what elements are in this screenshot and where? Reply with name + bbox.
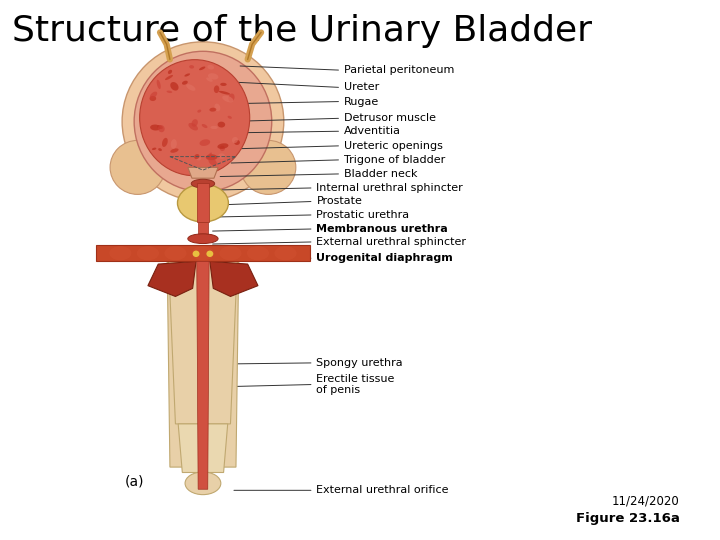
Ellipse shape xyxy=(210,126,217,129)
Ellipse shape xyxy=(182,80,188,85)
Polygon shape xyxy=(167,261,197,467)
Text: External urethral orifice: External urethral orifice xyxy=(317,485,449,495)
Ellipse shape xyxy=(186,84,196,91)
Ellipse shape xyxy=(220,246,241,260)
Ellipse shape xyxy=(192,246,214,260)
Text: (a): (a) xyxy=(125,475,144,489)
Ellipse shape xyxy=(222,96,233,103)
Ellipse shape xyxy=(193,251,199,257)
Ellipse shape xyxy=(171,148,179,153)
Text: Rugae: Rugae xyxy=(344,97,379,106)
Ellipse shape xyxy=(234,140,240,145)
Ellipse shape xyxy=(206,77,212,82)
Ellipse shape xyxy=(150,125,161,131)
Polygon shape xyxy=(148,261,196,296)
Text: Urogenital diaphragm: Urogenital diaphragm xyxy=(317,253,453,263)
Ellipse shape xyxy=(157,80,161,89)
Ellipse shape xyxy=(171,139,177,148)
Ellipse shape xyxy=(185,472,221,495)
Ellipse shape xyxy=(122,42,284,201)
Ellipse shape xyxy=(192,179,215,188)
Ellipse shape xyxy=(214,85,220,93)
Ellipse shape xyxy=(164,246,186,260)
Text: Erectile tissue
of penis: Erectile tissue of penis xyxy=(317,374,395,395)
Ellipse shape xyxy=(220,83,227,86)
Ellipse shape xyxy=(217,143,228,149)
Text: Parietal peritoneum: Parietal peritoneum xyxy=(344,65,454,75)
Text: Detrusor muscle: Detrusor muscle xyxy=(344,113,436,123)
Text: Ureteric openings: Ureteric openings xyxy=(344,141,443,151)
Ellipse shape xyxy=(228,116,232,119)
Ellipse shape xyxy=(134,51,271,192)
Ellipse shape xyxy=(215,104,220,111)
Ellipse shape xyxy=(208,73,218,79)
Ellipse shape xyxy=(232,137,238,143)
Ellipse shape xyxy=(192,119,198,127)
Text: Prostatic urethra: Prostatic urethra xyxy=(317,210,410,220)
Text: Bladder neck: Bladder neck xyxy=(344,169,418,179)
Ellipse shape xyxy=(158,148,162,151)
Ellipse shape xyxy=(170,82,179,91)
Ellipse shape xyxy=(218,153,225,159)
Ellipse shape xyxy=(166,91,172,93)
Polygon shape xyxy=(178,424,228,472)
Text: Membranous urethra: Membranous urethra xyxy=(317,224,449,234)
Ellipse shape xyxy=(199,66,205,70)
Ellipse shape xyxy=(184,73,190,77)
Ellipse shape xyxy=(157,125,163,129)
Ellipse shape xyxy=(162,138,168,147)
Ellipse shape xyxy=(168,70,172,74)
Ellipse shape xyxy=(165,75,173,80)
Polygon shape xyxy=(168,261,238,424)
Ellipse shape xyxy=(217,122,225,127)
Polygon shape xyxy=(188,167,218,178)
Ellipse shape xyxy=(194,154,199,159)
Ellipse shape xyxy=(202,124,207,128)
Ellipse shape xyxy=(197,156,202,160)
Ellipse shape xyxy=(199,139,210,146)
Polygon shape xyxy=(210,261,258,296)
Ellipse shape xyxy=(110,140,165,194)
Ellipse shape xyxy=(158,125,165,132)
Text: Structure of the Urinary Bladder: Structure of the Urinary Bladder xyxy=(12,14,593,48)
Ellipse shape xyxy=(207,65,214,70)
Polygon shape xyxy=(209,261,239,467)
Ellipse shape xyxy=(150,92,157,98)
Ellipse shape xyxy=(206,154,217,160)
Ellipse shape xyxy=(207,251,213,257)
Text: Ureter: Ureter xyxy=(344,83,379,92)
Ellipse shape xyxy=(137,246,159,260)
Text: Prostate: Prostate xyxy=(317,197,362,206)
Ellipse shape xyxy=(189,65,194,69)
Ellipse shape xyxy=(189,123,198,131)
Polygon shape xyxy=(197,261,209,489)
Text: Internal urethral sphincter: Internal urethral sphincter xyxy=(317,183,463,193)
Ellipse shape xyxy=(208,158,217,166)
Text: Adventitia: Adventitia xyxy=(344,126,401,136)
Text: Trigone of bladder: Trigone of bladder xyxy=(344,155,445,165)
Text: External urethral sphincter: External urethral sphincter xyxy=(317,237,467,247)
Text: Spongy urethra: Spongy urethra xyxy=(317,358,403,368)
Ellipse shape xyxy=(152,147,156,150)
Ellipse shape xyxy=(274,246,297,260)
Polygon shape xyxy=(96,245,310,261)
Text: 11/24/2020: 11/24/2020 xyxy=(612,495,680,508)
Ellipse shape xyxy=(197,110,202,113)
Ellipse shape xyxy=(210,107,216,112)
Ellipse shape xyxy=(109,246,131,260)
Ellipse shape xyxy=(247,246,269,260)
Text: Figure 23.16a: Figure 23.16a xyxy=(576,512,680,525)
Ellipse shape xyxy=(228,93,235,102)
Ellipse shape xyxy=(240,140,296,194)
Polygon shape xyxy=(197,183,209,222)
Ellipse shape xyxy=(188,234,218,244)
Polygon shape xyxy=(198,222,208,237)
Ellipse shape xyxy=(150,96,156,101)
Ellipse shape xyxy=(178,184,228,222)
Ellipse shape xyxy=(219,91,230,94)
Ellipse shape xyxy=(220,146,225,151)
Ellipse shape xyxy=(207,152,212,159)
Ellipse shape xyxy=(140,59,250,176)
